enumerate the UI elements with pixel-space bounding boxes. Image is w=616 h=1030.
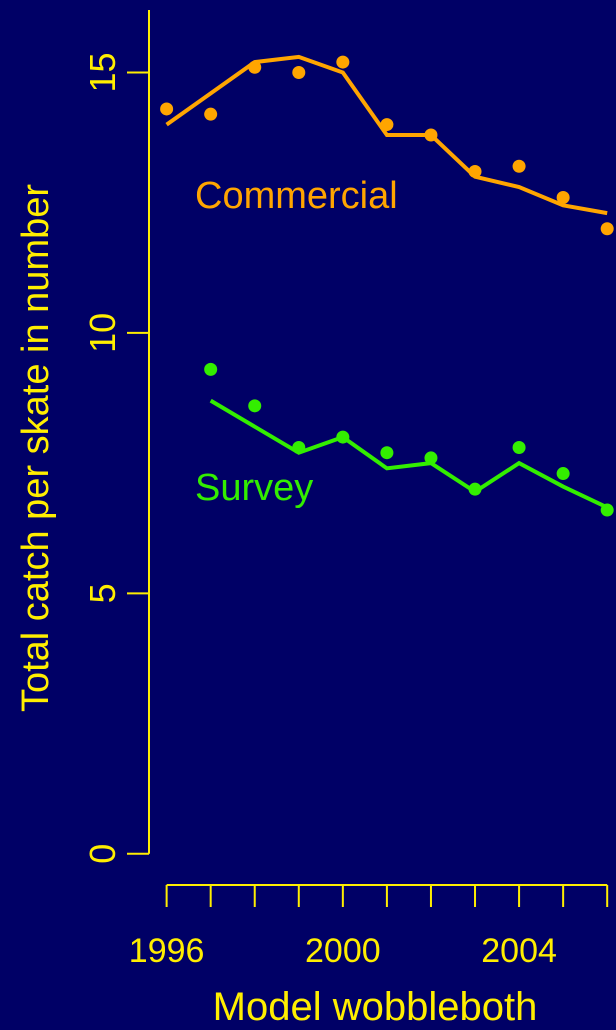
axes: 0 5 10 15 1996 2000 2004 xyxy=(82,10,609,970)
observed-point-commercial xyxy=(380,118,394,132)
y-tick-label: 10 xyxy=(82,313,123,353)
observed-point-survey xyxy=(512,441,526,454)
observed-point-commercial xyxy=(468,164,482,178)
observed-point-commercial xyxy=(336,55,350,69)
observed-point-survey xyxy=(204,362,218,376)
observed-point-commercial xyxy=(556,191,570,204)
x-tick-label: 2004 xyxy=(481,932,557,970)
observed-point-survey xyxy=(336,430,350,444)
series-label-survey: Survey xyxy=(195,467,313,509)
observed-point-survey xyxy=(600,503,614,517)
observed-point-survey xyxy=(556,467,570,481)
series-labels: Commercial Survey xyxy=(195,175,398,509)
observed-point-commercial xyxy=(600,222,614,236)
x-tick-label: 1996 xyxy=(129,932,205,970)
fitted-line-survey xyxy=(209,398,609,510)
y-tick-label: 0 xyxy=(82,844,123,864)
observed-point-commercial xyxy=(424,128,438,142)
observed-point-survey xyxy=(424,451,438,465)
x-axis-label: Model wobbleboth xyxy=(213,985,538,1029)
observed-point-commercial xyxy=(292,66,306,79)
series-layer xyxy=(160,54,614,517)
observed-point-survey xyxy=(468,482,482,496)
y-tick-label: 15 xyxy=(82,52,123,92)
observed-point-survey xyxy=(380,446,394,460)
observed-point-commercial xyxy=(160,102,174,116)
observed-point-survey xyxy=(248,399,262,413)
y-axis-label: Total catch per skate in number xyxy=(15,184,57,712)
series-commercial xyxy=(160,54,614,236)
series-survey xyxy=(204,362,614,517)
observed-point-commercial xyxy=(248,60,262,74)
fitted-line-commercial xyxy=(165,54,608,216)
observed-point-commercial xyxy=(512,159,526,173)
series-label-commercial: Commercial xyxy=(195,175,398,217)
observed-point-survey xyxy=(292,441,306,454)
y-tick-label: 5 xyxy=(82,583,123,603)
x-tick-label: 2000 xyxy=(305,932,381,970)
observed-point-commercial xyxy=(204,107,218,121)
